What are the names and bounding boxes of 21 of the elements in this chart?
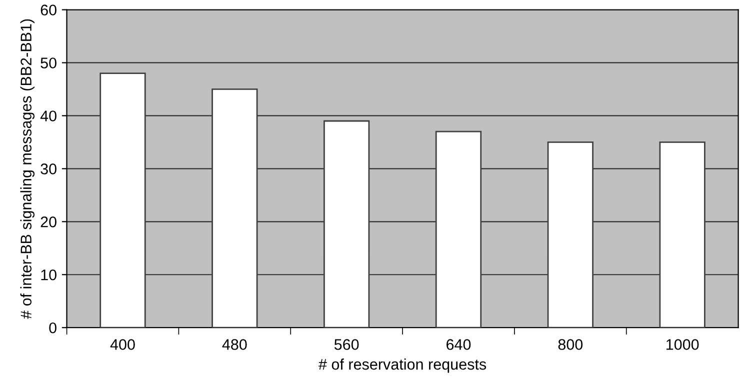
x-axis-title: # of reservation requests: [318, 358, 486, 373]
x-tick-label: 480: [222, 339, 247, 350]
y-tick-label: 50: [40, 58, 56, 68]
bar: [323, 120, 370, 328]
y-tick-label: 0: [49, 322, 56, 334]
y-tick-label: 40: [40, 110, 56, 122]
bar: [212, 88, 258, 328]
x-tick-label: 1000: [666, 339, 699, 350]
bar: [100, 72, 146, 328]
bar: [435, 130, 482, 328]
y-tick-label: 60: [40, 4, 56, 16]
bar: [547, 141, 594, 328]
y-tick-label: 30: [40, 164, 56, 174]
y-axis-title: # of inter-BB signaling messages (BB2-BB1): [20, 19, 35, 319]
x-tick-label: 400: [110, 339, 135, 350]
y-tick-label: 10: [41, 269, 56, 280]
x-tick-label: 560: [334, 339, 359, 350]
y-tick-label: 20: [40, 216, 56, 228]
x-tick-label: 800: [558, 339, 583, 350]
x-tick-label: 640: [446, 339, 471, 350]
bar: [659, 141, 706, 328]
